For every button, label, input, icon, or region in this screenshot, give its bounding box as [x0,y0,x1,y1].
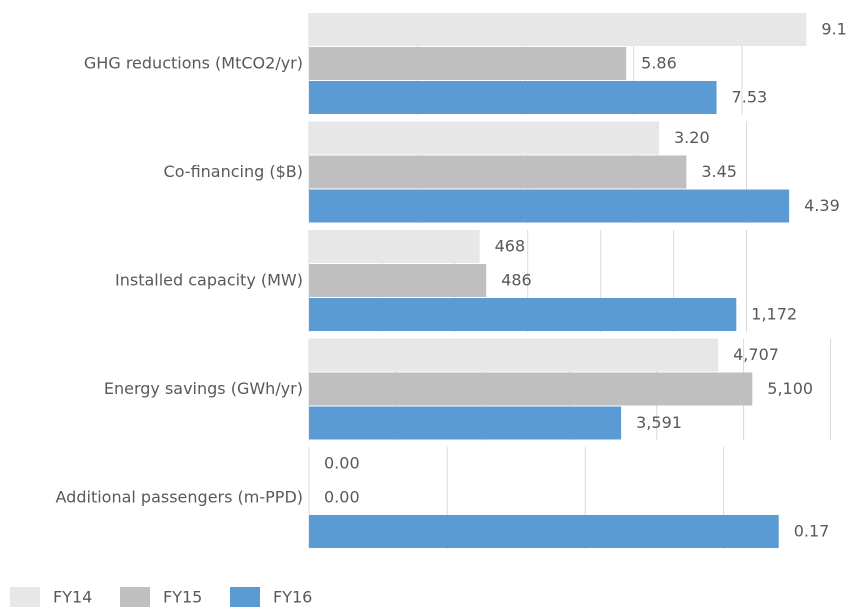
category-label: Energy savings (GWh/yr) [104,379,303,398]
value-label: 0.00 [324,488,360,507]
value-label: 7.53 [732,88,768,107]
value-label: 4,707 [733,345,779,364]
bar [309,515,779,548]
bar [309,338,719,372]
bar [309,155,687,189]
category-label: Co-financing ($B) [164,162,303,181]
value-label: 3.45 [701,162,737,181]
value-label: 468 [495,237,526,256]
category-label: Additional passengers (m-PPD) [56,488,303,507]
legend-swatch [230,587,260,607]
bar [309,13,807,46]
bar [309,230,480,263]
bar [309,264,487,297]
value-label: 0.00 [324,454,360,473]
bar [309,47,627,80]
value-label: 0.17 [794,522,830,541]
bar [309,406,622,440]
value-label: 4.39 [804,196,840,215]
value-label: 9.19 [821,20,848,39]
legend-label: FY16 [273,588,312,607]
bar [309,372,753,406]
value-label: 1,172 [751,305,797,324]
value-label: 3.20 [674,128,710,147]
legend-label: FY14 [53,588,92,607]
value-label: 3,591 [636,413,682,432]
bar [309,121,659,155]
value-label: 486 [501,271,532,290]
category-label: GHG reductions (MtCO2/yr) [84,54,303,73]
bar [309,189,790,223]
bar [309,81,717,114]
bar [309,298,737,331]
category-label: Installed capacity (MW) [115,271,303,290]
legend-label: FY15 [163,588,202,607]
legend-swatch [120,587,150,607]
legend-swatch [10,587,40,607]
value-label: 5.86 [641,54,677,73]
value-label: 5,100 [767,379,813,398]
